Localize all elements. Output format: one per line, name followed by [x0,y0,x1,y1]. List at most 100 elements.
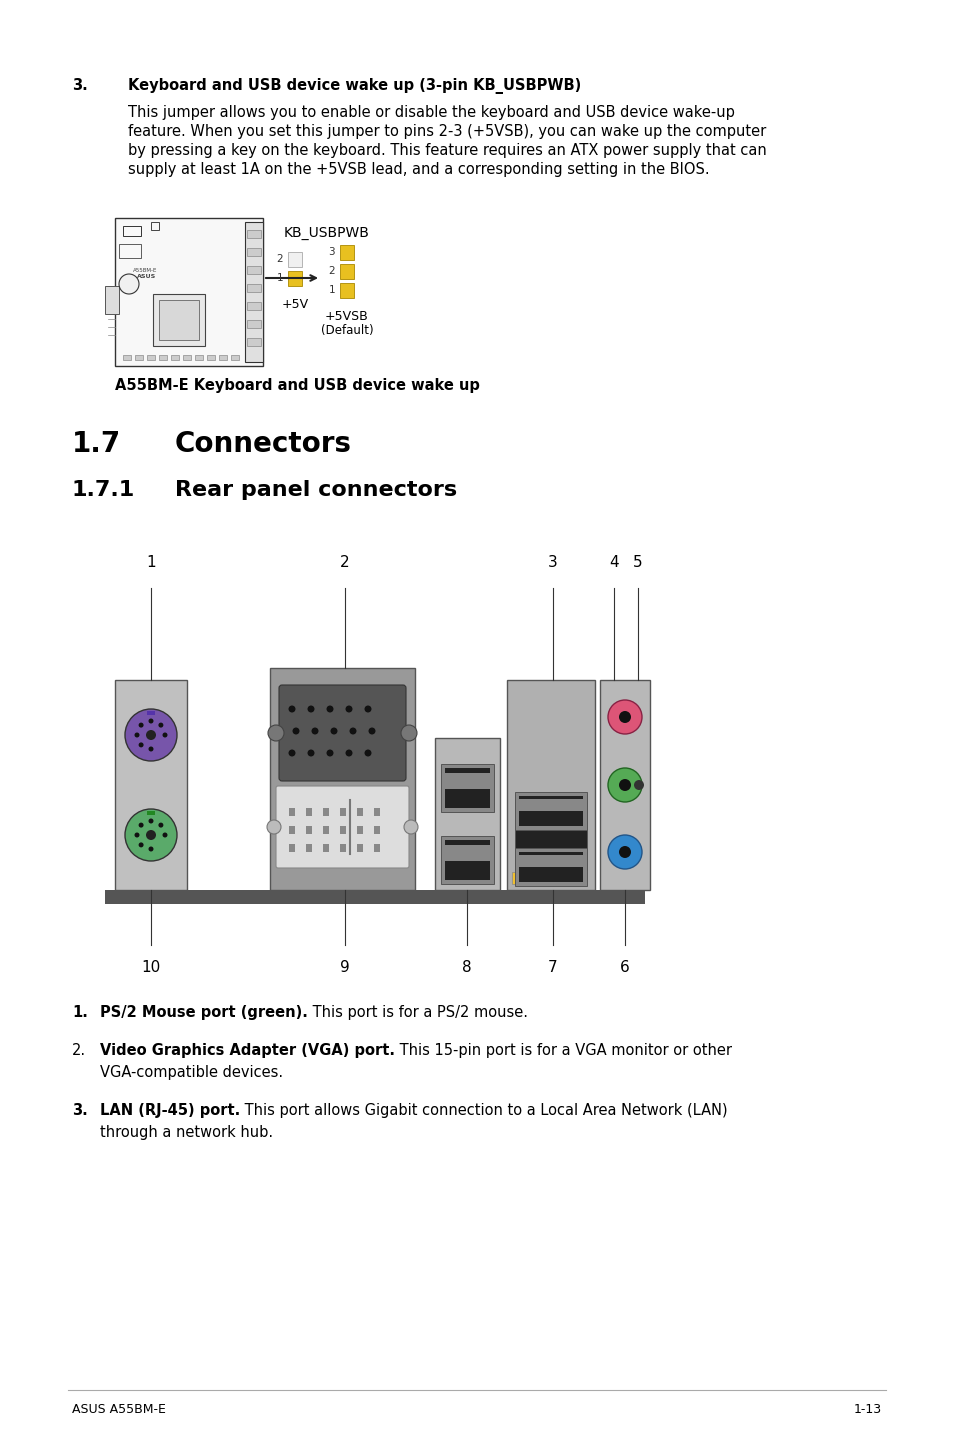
Circle shape [618,846,630,858]
Bar [151,221,159,230]
Text: 1.: 1. [71,1005,88,1020]
Bar [289,808,294,815]
Bar [247,247,261,256]
Text: 7: 7 [548,961,558,975]
Text: A55BM-E: A55BM-E [132,267,157,273]
Text: supply at least 1A on the +5VSB lead, and a corresponding setting in the BIOS.: supply at least 1A on the +5VSB lead, an… [128,162,709,177]
Bar [548,850,554,869]
Text: Connectors: Connectors [174,430,352,457]
Text: 3.: 3. [71,1103,88,1117]
Bar [518,800,582,811]
Circle shape [138,742,144,748]
Circle shape [326,706,334,712]
Text: ASUS: ASUS [137,275,156,279]
Circle shape [138,843,144,847]
Circle shape [364,749,371,756]
Circle shape [149,746,153,752]
Bar [270,669,415,890]
Bar [247,321,261,328]
Text: KB_USBPWB: KB_USBPWB [284,226,370,240]
Bar [444,840,490,880]
Bar [374,808,379,815]
Bar [339,244,354,260]
Bar [219,355,227,360]
Circle shape [618,779,630,791]
Bar [147,811,154,815]
Text: This port is for a PS/2 mouse.: This port is for a PS/2 mouse. [308,1005,527,1020]
Circle shape [146,830,156,840]
Text: feature. When you set this jumper to pins 2-3 (+5VSB), you can wake up the compu: feature. When you set this jumper to pin… [128,124,765,139]
Bar [135,355,143,360]
Text: 2: 2 [328,266,335,276]
Bar [323,844,329,851]
Text: 1: 1 [146,555,155,569]
Text: Video Graphics Adapter (VGA) port.: Video Graphics Adapter (VGA) port. [100,1043,395,1058]
Circle shape [149,818,153,824]
Circle shape [368,728,375,735]
Bar [183,355,191,360]
Bar [440,835,494,884]
Bar [515,848,586,886]
Bar [339,825,346,834]
Text: 3: 3 [328,247,335,257]
Bar [247,302,261,311]
Bar [147,355,154,360]
FancyBboxPatch shape [275,787,409,869]
Text: 2.: 2. [71,1043,86,1058]
Circle shape [293,728,299,735]
Text: This jumper allows you to enable or disable the keyboard and USB device wake-up: This jumper allows you to enable or disa… [128,105,734,119]
Bar [159,301,199,339]
Bar [540,850,545,869]
Text: VGA-compatible devices.: VGA-compatible devices. [100,1066,283,1080]
Bar [105,890,644,905]
Circle shape [607,768,641,802]
Text: ASUS A55BM-E: ASUS A55BM-E [71,1403,166,1416]
Circle shape [326,749,334,756]
Circle shape [634,779,643,789]
Bar [374,844,379,851]
Bar [152,293,205,347]
Bar [247,230,261,239]
Text: 3.: 3. [71,78,88,93]
Bar [435,738,499,890]
Text: 5: 5 [633,555,642,569]
Text: +5V: +5V [281,298,308,311]
Text: 6: 6 [619,961,629,975]
Circle shape [125,810,177,861]
Bar [306,825,312,834]
Bar [339,808,346,815]
Text: 2: 2 [340,555,350,569]
Text: (Default): (Default) [320,324,373,336]
Bar [323,825,329,834]
Bar [444,846,490,861]
Bar [123,355,131,360]
Bar [339,283,354,298]
Text: 1-13: 1-13 [853,1403,882,1416]
Bar [171,355,179,360]
Bar [339,265,354,279]
Bar [356,844,363,851]
Text: 9: 9 [340,961,350,975]
Circle shape [345,749,352,756]
Circle shape [268,725,284,741]
Bar [518,851,582,881]
Circle shape [138,723,144,728]
Bar [356,825,363,834]
Circle shape [288,749,295,756]
Text: 8: 8 [461,961,472,975]
Bar [115,219,263,367]
Bar [444,768,490,808]
Circle shape [162,833,168,837]
Text: 1.7.1: 1.7.1 [71,480,135,500]
Bar [506,680,595,890]
Circle shape [149,847,153,851]
Circle shape [618,710,630,723]
Circle shape [125,709,177,761]
Bar [518,797,582,825]
Bar [105,286,119,313]
Text: LAN (RJ-45) port.: LAN (RJ-45) port. [100,1103,240,1117]
Bar [306,808,312,815]
Bar [444,774,490,789]
Text: 1: 1 [276,273,283,283]
Circle shape [400,725,416,741]
